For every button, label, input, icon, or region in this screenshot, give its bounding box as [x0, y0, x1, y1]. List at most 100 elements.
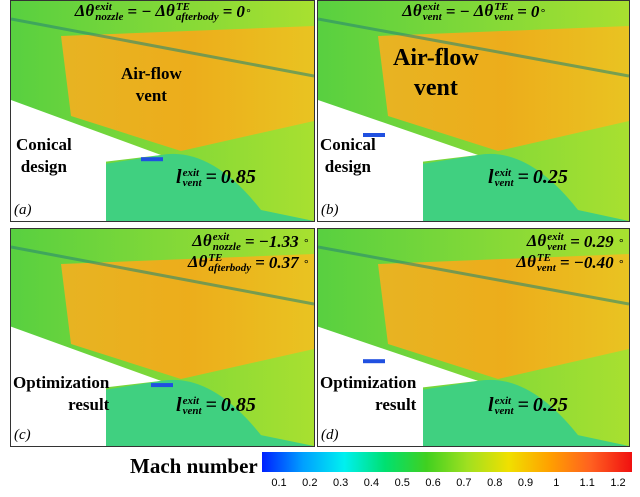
- flow-field: [11, 1, 314, 221]
- eq-sup: °: [619, 238, 623, 248]
- eq-sub: nozzle: [95, 12, 123, 22]
- colorbar-tick-label: 0.6: [425, 477, 440, 489]
- eq-token: 0.25: [533, 394, 568, 417]
- figure: Mach number Δθexitnozzle=−ΔθTEafterbody=…: [0, 0, 640, 497]
- eq-sub: vent: [494, 12, 513, 22]
- annotation-line: vent: [121, 85, 182, 107]
- design-label: Conicaldesign: [320, 134, 376, 178]
- eq-scripts: °: [304, 259, 308, 269]
- eq-sub: vent: [495, 178, 514, 188]
- eq-token: =: [570, 232, 580, 252]
- eq-scripts: exitvent: [495, 168, 514, 188]
- eq-token: =: [517, 2, 527, 22]
- panel-label: (a): [14, 202, 32, 219]
- colorbar-title: Mach number: [130, 454, 258, 479]
- vent-length: lexitvent=0.85: [176, 394, 256, 417]
- flow-field: [318, 1, 629, 221]
- eq-scripts: °: [619, 259, 623, 269]
- design-line: result: [13, 394, 109, 416]
- eq-scripts: TEafterbody: [176, 2, 219, 22]
- eq-sub: vent: [537, 263, 556, 273]
- vent-annotation: Air-flowvent: [121, 63, 182, 107]
- eq-token: =: [518, 166, 529, 189]
- panel: Δθexitnozzle=−ΔθTEafterbody=0°Air-flowve…: [10, 0, 315, 222]
- eq-token: =: [206, 166, 217, 189]
- eq-token: =: [127, 2, 137, 22]
- eq-token: 0.25: [533, 166, 568, 189]
- colorbar-tick-label: 0.7: [456, 477, 471, 489]
- panel-label: (b): [321, 202, 339, 219]
- eq-sup: °: [540, 8, 544, 18]
- eq-base: Δθ: [75, 1, 94, 20]
- eq-term: °: [303, 232, 308, 252]
- eq-sub: vent: [547, 242, 566, 252]
- panel: Δθexitvent=−ΔθTEvent=0°Air-flowventConic…: [317, 0, 630, 222]
- eq-term: ΔθTEvent: [474, 1, 513, 22]
- eq-term: °: [618, 253, 623, 273]
- colorbar-tick-label: 0.4: [364, 477, 379, 489]
- eq-sup: °: [304, 259, 308, 269]
- eq-base: l: [488, 166, 494, 188]
- eq-sub: vent: [423, 12, 442, 22]
- eq-base: Δθ: [527, 231, 546, 250]
- colorbar-tick-label: 1.2: [610, 477, 625, 489]
- eq-scripts: exitvent: [183, 396, 202, 416]
- design-line: design: [16, 156, 72, 178]
- annotation-line: Air-flow: [121, 63, 182, 85]
- design-line: design: [320, 156, 376, 178]
- equation-block: Δθexitvent=−ΔθTEvent=0°: [326, 1, 621, 22]
- eq-base: Δθ: [155, 1, 174, 20]
- vent-annotation: Air-flowvent: [393, 43, 479, 103]
- eq-token: =: [206, 394, 217, 417]
- eq-base: Δθ: [516, 252, 535, 271]
- eq-sub: afterbody: [208, 263, 251, 273]
- colorbar-tick-label: 0.2: [302, 477, 317, 489]
- eq-token: =: [223, 2, 233, 22]
- eq-token: 0.85: [221, 394, 256, 417]
- design-line: result: [320, 394, 416, 416]
- eq-token: =: [446, 2, 456, 22]
- eq-token: −: [141, 2, 151, 22]
- annotation-line: Air-flow: [393, 43, 479, 73]
- eq-token: 0.37: [269, 253, 299, 273]
- eq-sup: °: [246, 8, 250, 18]
- eq-term: °: [303, 253, 308, 273]
- eq-term: °: [618, 232, 623, 252]
- colorbar-tick-label: 0.9: [518, 477, 533, 489]
- eq-token: −1.33: [259, 232, 299, 252]
- vent-length: lexitvent=0.85: [176, 166, 256, 189]
- eq-base: Δθ: [192, 231, 211, 250]
- eq-sub: vent: [183, 406, 202, 416]
- eq-sup: °: [304, 238, 308, 248]
- eq-sub: nozzle: [213, 242, 241, 252]
- eq-base: 0: [531, 2, 540, 21]
- design-line: Conical: [320, 134, 376, 156]
- colorbar-tick-label: 0.8: [487, 477, 502, 489]
- design-label: Optimizationresult: [320, 372, 416, 416]
- colorbar-tick-label: 1: [553, 477, 559, 489]
- eq-term: 0°: [531, 2, 545, 22]
